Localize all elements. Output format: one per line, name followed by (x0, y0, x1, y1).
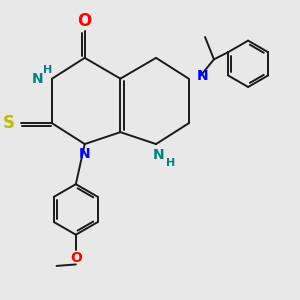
Text: S: S (3, 114, 15, 132)
Text: H: H (43, 65, 52, 75)
Text: O: O (70, 251, 82, 266)
Text: N: N (196, 69, 208, 83)
Text: N: N (32, 72, 43, 86)
Text: H: H (166, 158, 175, 168)
Text: N: N (79, 148, 91, 161)
Text: N: N (153, 148, 165, 162)
Text: O: O (78, 12, 92, 30)
